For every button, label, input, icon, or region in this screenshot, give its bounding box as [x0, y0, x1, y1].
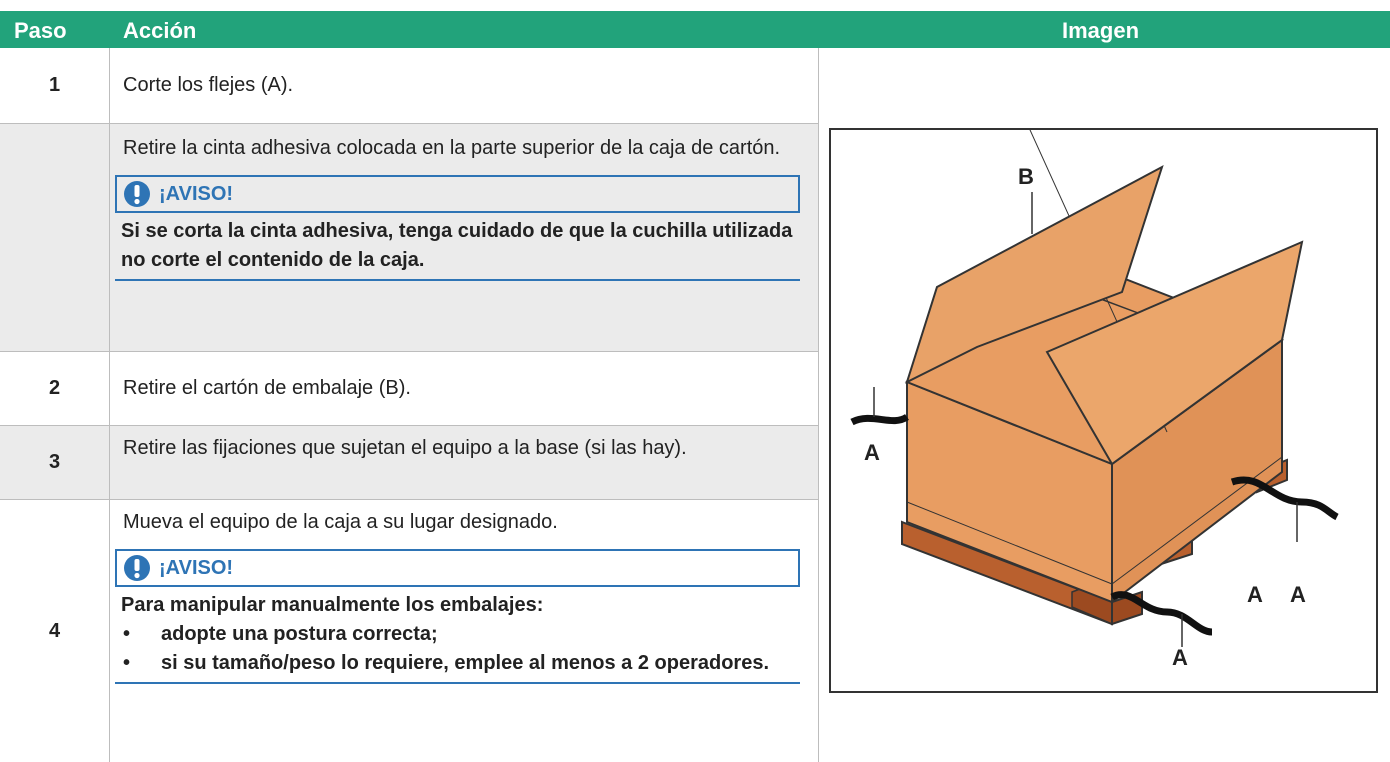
notice-header: ¡AVISO! [115, 549, 800, 587]
figure-label: A [1172, 645, 1188, 670]
table-row: 1 Corte los flejes (A). [0, 48, 818, 124]
action-text: Retire la cinta adhesiva colocada en la … [123, 137, 781, 159]
notice-header: ¡AVISO! [115, 175, 800, 213]
notice-title: ¡AVISO! [159, 182, 234, 205]
step-number: 3 [0, 426, 110, 499]
figure-frame: B A A A A [829, 1, 1378, 693]
step-number: 1 [0, 48, 110, 123]
action-text: Retire las fijaciones que sujetan el equ… [123, 437, 687, 459]
warning-icon [124, 181, 150, 207]
notice-item: adopte una postura correcta; [123, 620, 800, 649]
figure-label: B [1018, 164, 1034, 189]
column-divider [818, 48, 819, 762]
action-cell: Mueva el equipo de la caja a su lugar de… [115, 508, 808, 684]
action-text: Retire el cartón de embalaje (B). [123, 377, 411, 399]
header-cell: Imagen [1062, 18, 1140, 43]
figure-label: A [1290, 582, 1306, 607]
step-number [0, 124, 110, 351]
table-row: 2 Retire el cartón de embalaje (B). [0, 352, 818, 426]
warning-icon [124, 555, 150, 581]
table-header: Paso Acción Imagen [0, 11, 1390, 48]
header-cell: Acción [123, 18, 197, 43]
figure-label: A [1247, 582, 1263, 607]
notice-list: adopte una postura correcta; si su tamañ… [121, 620, 800, 678]
step-number: 2 [0, 352, 110, 425]
table-row: Retire la cinta adhesiva colocada en la … [0, 124, 818, 352]
action-cell: Retire la cinta adhesiva colocada en la … [115, 134, 808, 281]
table-row: 3 Retire las fijaciones que sujetan el e… [0, 426, 818, 500]
action-text: Corte los flejes (A). [123, 74, 294, 96]
box-illustration: B A A A A [850, 1, 1339, 670]
table-row: 4 Mueva el equipo de la caja a su lugar … [0, 500, 818, 762]
notice-item: si su tamaño/peso lo requiere, emplee al… [123, 649, 800, 678]
figure-label: A [864, 440, 880, 465]
notice-text: Para manipular manualmente los embalajes… [121, 594, 544, 616]
notice-text: Si se corta la cinta adhesiva, tenga cui… [115, 213, 800, 281]
step-number: 4 [0, 500, 110, 762]
notice-title: ¡AVISO! [159, 556, 234, 579]
notice-body: Para manipular manualmente los embalajes… [115, 587, 800, 684]
header-cell: Paso [14, 18, 67, 43]
action-text: Mueva el equipo de la caja a su lugar de… [123, 511, 558, 533]
